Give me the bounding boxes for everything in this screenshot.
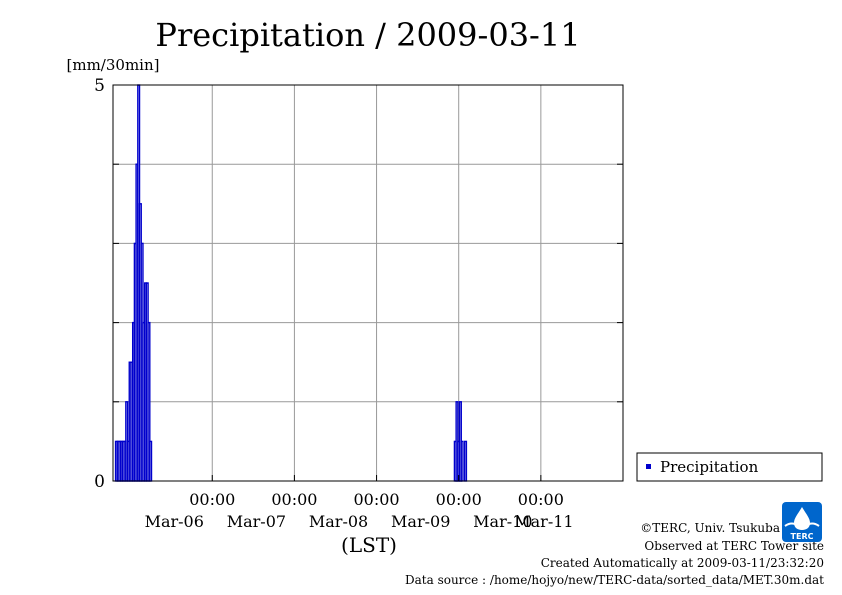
x-tick-time-label: 00:00 [436,490,482,509]
legend-label: Precipitation [660,458,759,476]
x-tick-time-label: 00:00 [518,490,564,509]
y-axis-unit: [mm/30min] [67,56,160,74]
legend-swatch [646,464,651,469]
x-tick-time-label: 00:00 [354,490,400,509]
grid-lines [113,85,623,481]
x-tick-date-label: Mar-11 [514,512,573,531]
legend: Precipitation [636,452,823,482]
bar-mark [460,440,464,482]
bar-mark [149,440,153,482]
x-tick-date-label: Mar-06 [145,512,204,531]
x-axis-label: (LST) [341,533,397,557]
x-tick-time-label: 00:00 [189,490,235,509]
credit-site: Observed at TERC Tower site [644,539,824,553]
x-axis: 00:00 Mar-06 00:00 Mar-07 00:00 Mar-08 00:00 Ma… [145,475,574,531]
terc-logo: TERC [782,502,822,542]
x-tick-date-label: Mar-07 [227,512,286,531]
plot-frame [112,84,624,482]
bar-mark [463,440,468,482]
x-tick-date-label: Mar-10 [473,512,532,531]
credit-source: Data source : /home/hojyo/new/TERC-data/… [405,573,824,587]
x-tick-time-label: 00:00 [271,490,317,509]
bar-series-precipitation [114,84,468,482]
logo-text: TERC [791,532,814,541]
y-tick-label: 0 [94,472,105,492]
y-tick-label: 5 [94,76,105,96]
credit-created: Created Automatically at 2009-03-11/23:3… [540,556,824,570]
legend-box [636,452,823,482]
x-tick-date-label: Mar-08 [309,512,368,531]
logo-wave [784,522,799,527]
water-drop-icon [794,507,810,530]
chart-title: Precipitation / 2009-03-11 [155,16,580,54]
y-axis: 05 [94,76,623,492]
credit-copyright: ©TERC, Univ. Tsukuba [640,521,780,535]
logo-wave [805,522,820,527]
x-tick-date-label: Mar-09 [391,512,450,531]
